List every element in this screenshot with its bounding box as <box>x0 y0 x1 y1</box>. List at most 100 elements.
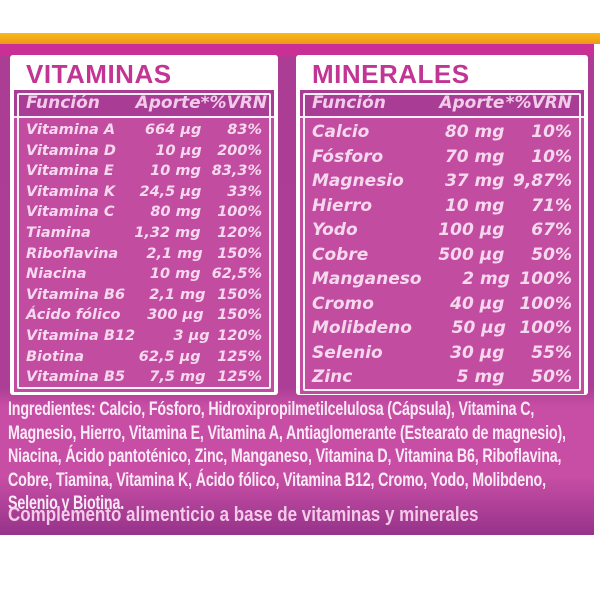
table-row: Vitamina A 664 µg 83% <box>26 120 262 141</box>
table-row: Hierro 10 mg 71% <box>312 194 572 219</box>
nutrient-amount: 50 µg <box>451 318 506 338</box>
nutrient-amount: 3 µg <box>173 327 210 344</box>
nutrient-vrn: 100% <box>217 204 262 221</box>
nutrient-name: Vitamina K <box>26 183 116 200</box>
column-header-funcion: Función <box>312 93 386 113</box>
nutrient-amount: 664 µg <box>145 122 202 138</box>
table-row: Zinc 5 mg 50% <box>312 365 572 390</box>
nutrient-vrn: 83% <box>227 122 262 138</box>
nutrient-vrn: 83,3% <box>211 163 262 180</box>
nutrient-name: Calcio <box>312 122 370 142</box>
table-row: Vitamina B12 3 µg 120% <box>26 326 262 347</box>
nutrient-amount: 300 µg <box>147 307 204 324</box>
nutrient-vrn: 100% <box>519 269 572 289</box>
nutrient-vrn: 62,5% <box>211 266 262 283</box>
table-row: Cobre 500 µg 50% <box>312 243 572 268</box>
table-row: Riboflavina 2,1 mg 150% <box>26 244 262 265</box>
table-row: Niacina 10 mg 62,5% <box>26 264 262 285</box>
nutrient-name: Tiamina <box>26 224 91 241</box>
column-header-aporte: Aporte <box>135 93 201 113</box>
nutrient-amount: 37 mg <box>444 171 505 191</box>
nutrient-vrn: 55% <box>531 342 572 363</box>
nutrient-name: Biotina <box>26 348 84 365</box>
nutrient-name: Molibdeno <box>312 318 412 338</box>
nutrient-amount: 2,1 mg <box>149 286 206 303</box>
vitamins-table-body: Vitamina A 664 µg 83% Vitamina D 10 µg 200% Vi… <box>14 118 274 392</box>
nutrient-amount: 40 µg <box>450 293 505 314</box>
nutrient-name: Vitamina D <box>26 142 116 159</box>
nutrient-amount: 7,5 mg <box>149 369 206 386</box>
nutrient-name: Vitamina A <box>26 122 116 138</box>
column-header-vrn: *%VRN <box>200 93 268 113</box>
nutrient-name: Cobre <box>312 244 369 265</box>
nutrient-vrn: 125% <box>217 348 262 365</box>
table-row: Fósforo 70 mg 10% <box>312 145 572 170</box>
nutrient-vrn: 150% <box>217 307 262 324</box>
nutrient-amount: 5 mg <box>456 367 505 387</box>
nutrient-amount: 30 µg <box>450 342 505 363</box>
nutrient-amount: 10 µg <box>155 142 202 159</box>
vitamins-panel-title: VITAMINAS <box>26 59 172 89</box>
top-yellow-stripe <box>0 33 600 44</box>
nutrient-vrn: 71% <box>531 195 572 216</box>
minerals-table-header: Función Aporte *%VRN <box>300 90 584 118</box>
nutrient-amount: 10 mg <box>150 163 201 180</box>
nutrient-vrn: 50% <box>531 367 572 387</box>
nutrient-name: Cromo <box>312 293 374 314</box>
nutrient-vrn: 120% <box>217 224 262 241</box>
nutrient-amount: 10 mg <box>149 266 201 283</box>
nutrient-name: Hierro <box>312 195 373 216</box>
table-row: Vitamina E 10 mg 83,3% <box>26 161 262 182</box>
nutrient-name: Vitamina B12 <box>26 327 136 344</box>
table-row: Biotina 62,5 µg 125% <box>26 347 262 368</box>
minerals-panel-title: MINERALES <box>312 59 470 89</box>
table-row: Vitamina D 10 µg 200% <box>26 141 262 162</box>
nutrient-name: Selenio <box>312 342 383 363</box>
table-row: Magnesio 37 mg 9,87% <box>312 169 572 194</box>
nutrient-vrn: 50% <box>531 244 572 265</box>
vitamins-table-header: Función Aporte *%VRN <box>14 90 274 118</box>
nutrient-vrn: 150% <box>217 245 262 262</box>
nutrient-vrn: 100% <box>519 318 572 338</box>
nutrient-vrn: 100% <box>519 293 572 314</box>
table-row: Vitamina C 80 mg 100% <box>26 202 262 223</box>
nutrient-vrn: 150% <box>217 286 262 303</box>
nutrient-vrn: 200% <box>217 142 262 159</box>
nutrient-amount: 24,5 µg <box>139 183 202 200</box>
nutrient-name: Zinc <box>312 367 353 387</box>
table-row: Vitamina B6 2,1 mg 150% <box>26 285 262 306</box>
nutrient-amount: 10 mg <box>444 195 505 216</box>
nutrient-name: Vitamina B6 <box>26 286 126 303</box>
nutrient-name: Vitamina C <box>26 204 115 221</box>
vitamins-panel: VITAMINAS Función Aporte *%VRN Vitamina … <box>10 55 278 395</box>
minerals-table-body: Calcio 80 mg 10% Fósforo 70 mg 10% Magnesio 37 … <box>300 118 584 394</box>
nutrient-amount: 100 µg <box>438 220 505 240</box>
nutrient-vrn: 120% <box>217 327 262 344</box>
nutrient-vrn: 125% <box>217 369 262 386</box>
nutrient-name: Manganeso <box>312 269 422 289</box>
table-row: Selenio 30 µg 55% <box>312 341 572 366</box>
vitamins-table: Función Aporte *%VRN Vitamina A 664 µg 83%… <box>14 90 274 392</box>
nutrient-amount: 62,5 µg <box>138 348 201 365</box>
nutrient-amount: 2 mg <box>462 269 510 289</box>
supplement-statement: Complemento alimenticio a base de vitami… <box>8 504 479 526</box>
nutrient-amount: 80 mg <box>444 122 505 142</box>
nutrient-name: Ácido fólico <box>26 307 121 324</box>
nutrient-vrn: 67% <box>531 220 572 240</box>
table-row: Molibdeno 50 µg 100% <box>312 316 572 341</box>
column-header-funcion: Función <box>26 93 100 113</box>
nutrient-name: Fósforo <box>312 146 384 167</box>
minerals-panel: MINERALES Función Aporte *%VRN Calcio 80 … <box>296 55 588 395</box>
nutrient-amount: 500 µg <box>438 244 505 265</box>
minerals-table: Función Aporte *%VRN Calcio 80 mg 10% Fósfo… <box>300 90 584 394</box>
nutrient-amount: 80 mg <box>150 204 202 221</box>
table-row: Yodo 100 µg 67% <box>312 218 572 243</box>
table-row: Ácido fólico 300 µg 150% <box>26 305 262 326</box>
nutrient-amount: 70 mg <box>444 146 505 167</box>
ingredients-paragraph: Ingredientes: Calcio, Fósforo, Hidroxipr… <box>8 399 566 514</box>
table-row: Calcio 80 mg 10% <box>312 120 572 145</box>
nutrient-vrn: 9,87% <box>513 171 572 191</box>
nutrient-name: Riboflavina <box>26 245 119 262</box>
nutrient-amount: 1,32 mg <box>134 224 201 241</box>
nutrient-vrn: 10% <box>531 146 572 167</box>
